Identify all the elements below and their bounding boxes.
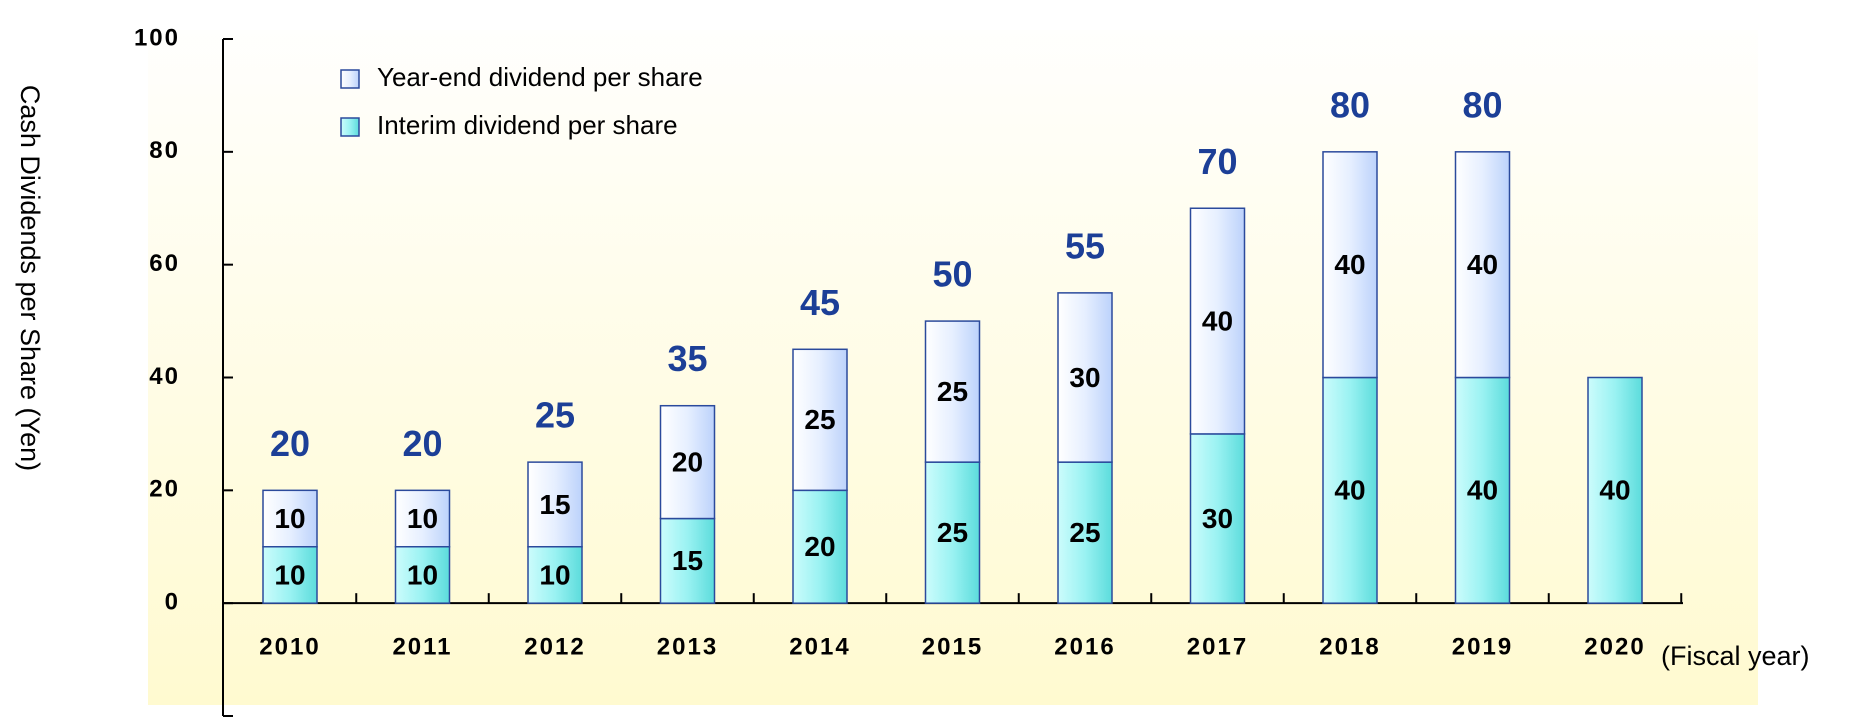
total-label: 80 (1330, 84, 1370, 125)
total-label: 70 (1197, 141, 1237, 182)
total-label: 25 (535, 395, 575, 436)
y-tick-label: 80 (149, 137, 180, 164)
bar-segment (1189, 433, 1246, 604)
segment-label: 25 (937, 376, 968, 407)
bar-segment (394, 546, 451, 604)
bar-segment (262, 546, 318, 604)
y-tick-label: 0 (165, 589, 180, 616)
bar-segment (1322, 376, 1378, 604)
total-label: 55 (1065, 225, 1105, 266)
bar-segment (527, 461, 583, 548)
y-tick-label: 100 (134, 24, 180, 51)
legend-swatch (340, 117, 360, 137)
segment-label: 40 (1334, 475, 1365, 506)
x-tick-label: 2019 (1452, 633, 1513, 660)
y-tick-label: 60 (149, 250, 180, 277)
x-tick-label: 2014 (789, 633, 850, 660)
segment-label: 15 (672, 545, 703, 576)
segment-label: 40 (1599, 475, 1630, 506)
bar-segment (394, 489, 451, 548)
x-tick-label: 2020 (1584, 633, 1645, 660)
legend-label: Interim dividend per share (377, 110, 678, 140)
y-tick-label: 20 (149, 476, 180, 503)
total-label: 20 (270, 423, 310, 464)
segment-label: 20 (804, 531, 835, 562)
bar-segment (1189, 207, 1246, 435)
x-tick-label: 2018 (1319, 633, 1380, 660)
x-tick-label: 2016 (1054, 633, 1115, 660)
segment-label: 10 (407, 503, 438, 534)
total-label: 45 (800, 282, 840, 323)
bar-segment (792, 348, 848, 492)
segment-label: 25 (804, 404, 835, 435)
top-band (148, 0, 1758, 30)
x-tick-label: 2017 (1187, 633, 1248, 660)
x-tick-label: 2010 (259, 633, 320, 660)
segment-label: 10 (407, 559, 438, 590)
x-tick-label: 2013 (657, 633, 718, 660)
segment-label: 15 (539, 489, 570, 520)
total-label: 80 (1462, 84, 1502, 125)
segment-label: 25 (937, 517, 968, 548)
bar-segment (1454, 151, 1511, 379)
bar-segment (1587, 376, 1643, 604)
legend-swatch (340, 69, 360, 89)
bar-segment (659, 404, 716, 520)
bar-segment (1057, 292, 1113, 463)
segment-label: 20 (672, 447, 703, 478)
x-tick-label: 2012 (524, 633, 585, 660)
legend-label: Year-end dividend per share (377, 62, 703, 92)
y-tick-label: 40 (149, 363, 180, 390)
segment-label: 25 (1069, 517, 1100, 548)
x-tick-label: 2011 (392, 633, 452, 660)
segment-label: 40 (1467, 475, 1498, 506)
total-label: 20 (402, 423, 442, 464)
segment-label: 30 (1202, 503, 1233, 534)
y-axis-label: Cash Dividends per Share (Yen) (15, 85, 45, 471)
total-label: 50 (932, 254, 972, 295)
segment-label: 40 (1334, 249, 1365, 280)
bar-segment (792, 489, 848, 604)
segment-label: 10 (539, 559, 570, 590)
x-tick-label: 2015 (922, 633, 983, 660)
segment-label: 30 (1069, 362, 1100, 393)
bar-segment (527, 546, 583, 604)
bar-segment (924, 320, 981, 463)
bar-segment (262, 489, 318, 548)
total-label: 35 (667, 338, 707, 379)
bar-segment (1454, 376, 1511, 604)
segment-label: 40 (1467, 249, 1498, 280)
x-axis-label: (Fiscal year) (1661, 641, 1810, 671)
segment-label: 40 (1202, 305, 1233, 336)
bar-segment (1057, 461, 1113, 604)
segment-label: 10 (274, 559, 305, 590)
bar-segment (924, 461, 981, 604)
bar-segment (1322, 151, 1378, 379)
segment-label: 10 (274, 503, 305, 534)
